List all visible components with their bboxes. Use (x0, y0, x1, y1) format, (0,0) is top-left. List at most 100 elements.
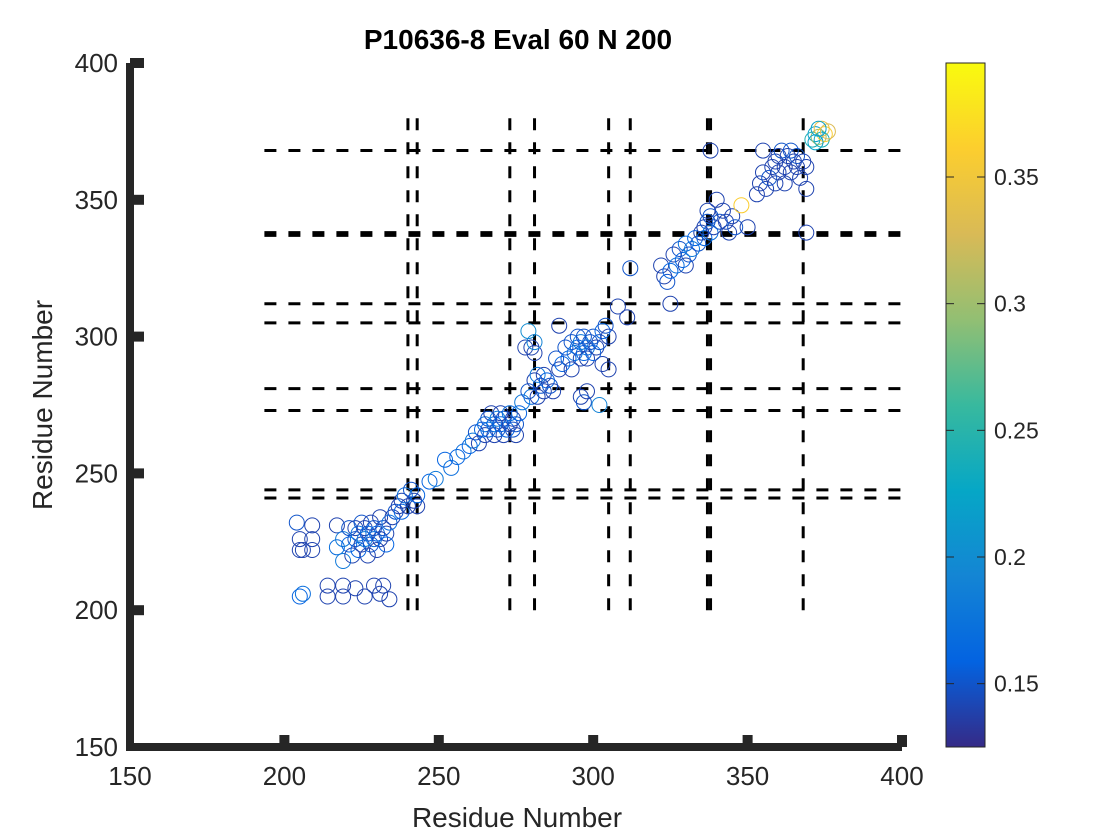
scatter-point (335, 553, 352, 569)
scatter-point (609, 298, 626, 315)
scatter-point (403, 481, 419, 498)
scatter-point (304, 517, 321, 534)
scatter-point (721, 224, 738, 241)
scatter-point (449, 449, 466, 465)
scatter-point (520, 323, 537, 340)
scatter-point (767, 175, 784, 192)
scatter-point (304, 531, 321, 548)
scatter-point (551, 361, 568, 378)
scatter-point (508, 416, 524, 433)
scatter-point (375, 577, 392, 594)
scatter-point (548, 350, 565, 367)
scatter-point (514, 394, 531, 411)
scatter-point (659, 273, 676, 290)
scatter-point (727, 219, 744, 236)
scatter-point (369, 542, 385, 558)
scatter-point (748, 186, 765, 203)
scatter-point (517, 339, 534, 356)
scatter-point (789, 148, 805, 164)
scatter-point (554, 356, 571, 372)
scatter-point (535, 366, 552, 383)
scatter-point (529, 366, 546, 383)
scatter-point (437, 451, 453, 468)
colorbar-tick-label: 0.25 (994, 417, 1039, 443)
x-tick-label: 200 (263, 761, 306, 791)
scatter-point (304, 542, 321, 558)
x-tick-mark (742, 735, 753, 747)
scatter-point (369, 525, 385, 542)
x-tick-mark (279, 735, 290, 747)
scatter-point (758, 180, 775, 197)
scatter-point (776, 175, 793, 192)
scatter-point (674, 252, 691, 268)
scatter-point (585, 328, 602, 345)
scatter-point (409, 498, 426, 515)
scatter-point (288, 514, 305, 531)
scatter-point (427, 470, 444, 487)
scatter-point (653, 257, 670, 274)
scatter-point (511, 405, 528, 422)
scatter-point (399, 498, 416, 515)
scatter-point (702, 224, 719, 241)
x-tick-label: 350 (726, 761, 769, 791)
y-axis-title: Residue Number (27, 300, 58, 510)
scatter-point (294, 542, 311, 558)
y-tick-mark (130, 194, 144, 205)
scatter-point (594, 323, 611, 340)
scatter-point (291, 531, 308, 548)
x-tick-label: 150 (108, 761, 151, 791)
scatter-point (600, 328, 617, 345)
scatter-point (375, 520, 392, 537)
scatter-point (677, 235, 694, 252)
scatter-point (776, 159, 793, 175)
scatter-point (755, 164, 771, 181)
scatter-point (545, 383, 562, 400)
scatter-point (372, 531, 389, 548)
scatter-point (381, 591, 398, 608)
scatter-point (816, 126, 833, 143)
scatter-point (563, 361, 580, 378)
y-tick-label: 350 (75, 185, 118, 215)
scatter-point (656, 268, 673, 285)
x-tick-label: 300 (572, 761, 615, 791)
scatter-point (362, 536, 379, 553)
scatter-point (714, 202, 731, 219)
scatter-point (702, 142, 719, 159)
scatter-point (328, 517, 345, 534)
scatter-point (665, 246, 682, 263)
scatter-point (335, 588, 352, 605)
colorbar: 0.15 0.2 0.25 0.3 0.35 (945, 62, 1039, 748)
colorbar-tick-label: 0.35 (994, 164, 1039, 190)
scatter-point (508, 427, 524, 444)
scatter-point (579, 350, 595, 367)
scatter-point (798, 159, 815, 175)
scatter-point (575, 328, 592, 345)
scatter-point (579, 383, 595, 400)
scatter-point (378, 525, 395, 542)
scatter-point (807, 126, 824, 143)
scatter-point (421, 473, 438, 490)
scatter-point (393, 503, 410, 520)
x-axis-title: Residue Number (412, 802, 622, 833)
scatter-point (813, 131, 830, 148)
scatter-point (335, 577, 352, 594)
scatter-point (752, 175, 768, 192)
scatter-point (718, 213, 734, 230)
scatter-point (662, 262, 679, 279)
scatter-point (782, 142, 799, 159)
scatter-point (680, 246, 697, 263)
scatter-point (591, 334, 608, 351)
scatter-point (470, 435, 487, 452)
y-tick-layer: 150 200 250 300 350 400 (75, 48, 144, 762)
y-tick-label: 200 (75, 595, 118, 625)
scatter-point (347, 580, 364, 597)
scatter-point (396, 487, 413, 504)
y-tick-label: 400 (75, 48, 118, 78)
scatter-point (668, 257, 685, 274)
scatter-point (350, 525, 367, 542)
x-tick-label: 250 (417, 761, 460, 791)
scatter-point (755, 142, 771, 159)
scatter-point (677, 257, 694, 274)
y-tick-label: 250 (75, 458, 118, 488)
scatter-point (291, 588, 308, 605)
